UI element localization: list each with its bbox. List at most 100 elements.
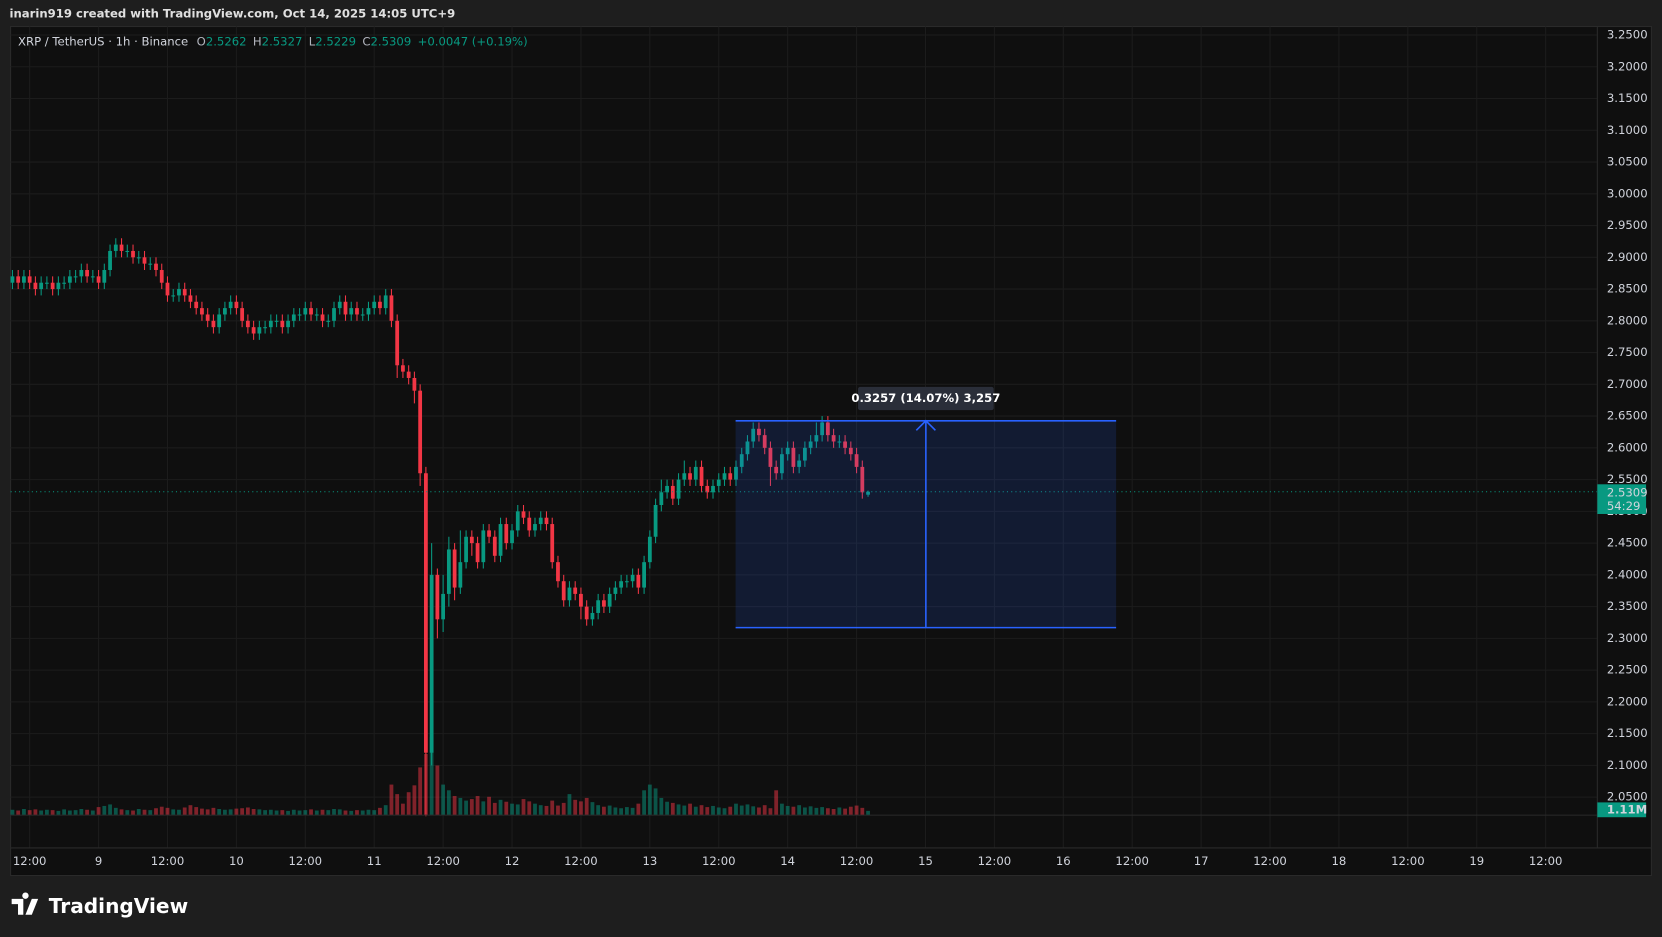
volume-bar	[113, 807, 118, 816]
volume-bar	[332, 808, 336, 816]
candle-body	[492, 536, 497, 556]
candle-body	[860, 466, 865, 493]
candle-body	[533, 524, 537, 531]
candle-body	[326, 320, 331, 322]
x-tick-label: 12:00	[840, 854, 874, 868]
candle-body	[125, 250, 130, 253]
candle-body	[44, 282, 49, 284]
candle-body	[355, 308, 359, 315]
candle-body	[251, 327, 256, 334]
volume-bar	[613, 807, 618, 816]
volume-bar	[768, 808, 773, 816]
candle-body	[670, 485, 675, 499]
volume-bar	[44, 809, 49, 816]
volume-bar	[550, 800, 555, 816]
candle-body	[469, 536, 474, 544]
candle-body	[722, 473, 727, 480]
y-tick-label: 2.4000	[1607, 567, 1648, 581]
y-tick-label: 2.2500	[1607, 663, 1648, 677]
logo-text: TradingView	[49, 894, 188, 918]
y-tick-label: 2.1000	[1607, 758, 1648, 772]
candle-body	[561, 581, 566, 601]
candle-body	[544, 517, 549, 525]
volume-bar	[177, 809, 181, 816]
volume-bar	[383, 805, 388, 816]
volume-bar	[90, 810, 95, 816]
volume-bar	[521, 799, 526, 816]
volume-bar	[360, 810, 365, 816]
volume-bar	[314, 810, 319, 816]
volume-bar	[378, 807, 382, 816]
volume-bar	[567, 794, 572, 816]
candle-body	[412, 377, 417, 391]
candle-body	[85, 270, 89, 277]
volume-bar	[395, 794, 400, 816]
candle-body	[642, 562, 646, 588]
candle-body	[320, 314, 325, 321]
volume-bar	[441, 784, 446, 816]
volume-bar	[73, 810, 78, 816]
candle-body	[728, 473, 733, 480]
candle-body	[73, 276, 78, 278]
volume-bar	[630, 807, 635, 816]
candle-body	[154, 263, 158, 271]
candle-body	[619, 581, 624, 588]
volume-bar	[860, 807, 865, 816]
candle-body	[854, 454, 859, 467]
volume-bar	[406, 792, 411, 816]
volume-bar	[349, 810, 354, 816]
y-tick-label: 3.2500	[1607, 28, 1648, 42]
candle-body	[567, 587, 572, 601]
candle-body	[498, 524, 503, 556]
candle-body	[820, 422, 825, 436]
candle-body	[699, 466, 704, 486]
price-label-box	[1597, 484, 1647, 514]
volume-bar	[171, 809, 176, 816]
volume-bar	[274, 810, 279, 816]
volume-bar	[665, 801, 669, 816]
volume-bar	[446, 790, 451, 816]
volume-bar	[688, 803, 692, 816]
candle-body	[297, 314, 302, 316]
logo-icon	[11, 892, 39, 915]
measure-label-box	[858, 386, 994, 411]
axes: 2.0500 2.1000 2.1500 2.2000 2.2500 2.3000 2.35…	[13, 28, 1648, 869]
volume-bar	[469, 799, 474, 816]
volume-bar	[16, 810, 21, 816]
volume-bar	[79, 808, 84, 816]
candle-body	[837, 441, 842, 443]
volume-bar	[670, 802, 675, 816]
volume-bar	[556, 805, 560, 816]
volume-bar	[412, 785, 417, 816]
volume-bar	[96, 807, 101, 816]
volume-bar	[389, 784, 394, 816]
candle-body	[372, 301, 377, 309]
candle-body	[131, 250, 135, 258]
volume-bar	[642, 790, 646, 816]
candle-body	[521, 511, 526, 518]
volume-bar	[159, 806, 164, 816]
volume-bar	[102, 805, 107, 816]
candle-body	[711, 485, 715, 493]
candle-body	[515, 511, 520, 531]
candle-body	[441, 593, 446, 620]
volume-bar	[745, 804, 750, 816]
legend-value: 2.5229	[315, 34, 356, 48]
volume-bar	[848, 806, 853, 816]
volume-bar	[527, 801, 532, 816]
legend-key: L	[309, 34, 316, 48]
volume-bar	[22, 808, 26, 816]
candle-body	[797, 460, 802, 467]
candle-body	[768, 447, 773, 467]
y-tick-label: 2.2000	[1607, 694, 1648, 708]
x-tick-label: 12:00	[13, 854, 47, 868]
volume-bar	[728, 806, 733, 816]
x-tick-label: 12	[505, 854, 520, 868]
candle-body	[27, 276, 32, 283]
candle-body	[240, 308, 245, 321]
y-tick-label: 3.0500	[1607, 155, 1648, 169]
candle-body	[96, 276, 101, 283]
x-tick-label: 10	[229, 854, 244, 868]
volume-bar	[62, 809, 67, 816]
